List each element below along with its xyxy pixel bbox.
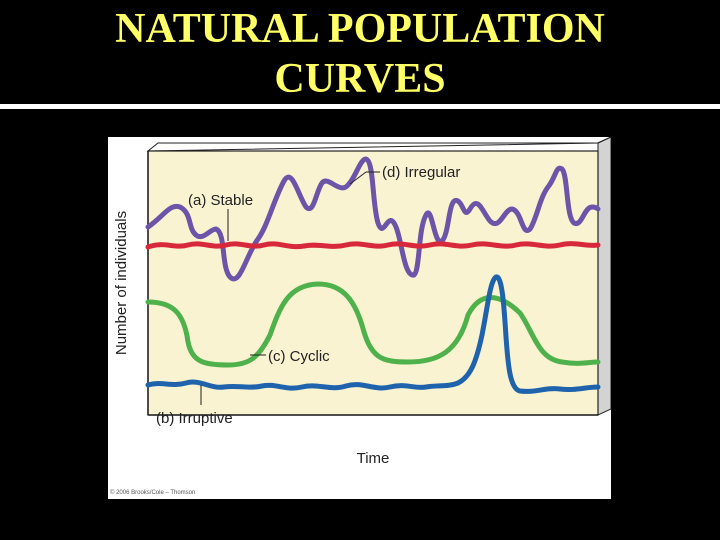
- curve-stable: [145, 241, 601, 250]
- population-curves-diagram: (d) Irregular (a) Stable (c) Cyclic (b) …: [110, 137, 611, 496]
- label-stable: (a) Stable: [188, 192, 253, 209]
- panel-corner-edge: [597, 137, 611, 144]
- y-axis-label: Number of individuals: [113, 211, 130, 355]
- panel-side: [597, 137, 611, 416]
- slide-title: NATURAL POPULATION CURVES: [0, 4, 720, 104]
- curve-irregular: [145, 156, 601, 282]
- curve-irruptive: [145, 274, 601, 394]
- label-irregular: (d) Irregular: [382, 164, 460, 181]
- panel-top: [146, 137, 611, 152]
- x-axis-label: Time: [357, 450, 390, 467]
- label-irruptive: (b) Irruptive: [156, 410, 233, 427]
- curve-cyclic: [145, 281, 601, 368]
- copyright-note: © 2006 Brooks/Cole – Thomson: [110, 489, 195, 496]
- slide-title-line-1: NATURAL POPULATION: [115, 6, 605, 52]
- population-curves-figure: (d) Irregular (a) Stable (c) Cyclic (b) …: [108, 137, 611, 499]
- slide-title-line-2: CURVES: [274, 56, 446, 102]
- label-cyclic: (c) Cyclic: [268, 348, 330, 365]
- title-divider: [0, 104, 720, 109]
- label-leader-irregular: [349, 171, 367, 185]
